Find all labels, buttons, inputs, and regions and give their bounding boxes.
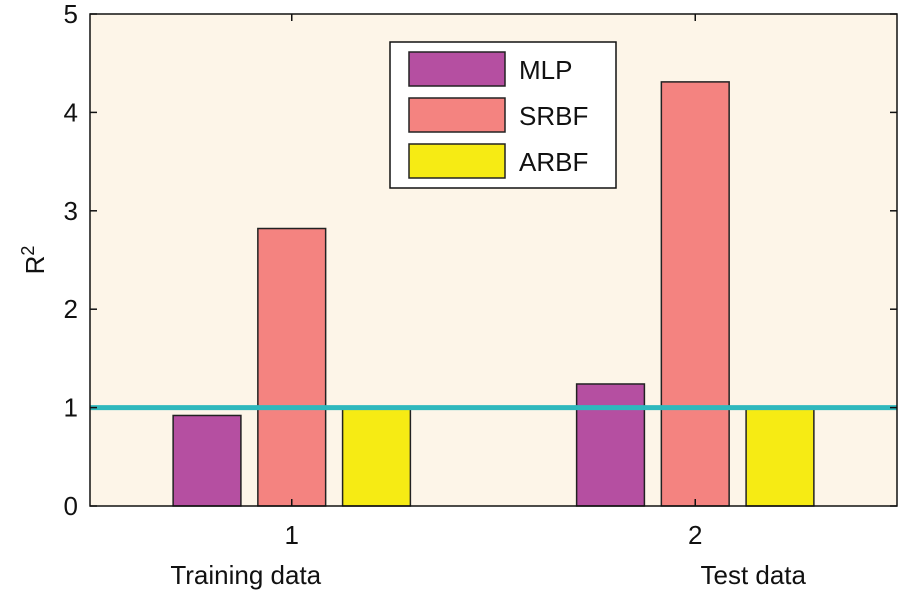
y-axis-label-base: R bbox=[20, 256, 50, 275]
axes-group bbox=[89, 13, 898, 507]
y-tick-label: 2 bbox=[64, 294, 78, 324]
legend-label-arbf: ARBF bbox=[519, 147, 588, 177]
legend: MLP SRBF ARBF bbox=[389, 41, 617, 189]
axes-box bbox=[89, 13, 898, 507]
y-axis-label-superscript: 2 bbox=[18, 246, 38, 256]
y-tick-label: 4 bbox=[64, 97, 78, 127]
category-label: Test data bbox=[700, 560, 806, 590]
legend-swatch-mlp bbox=[408, 51, 506, 87]
bar-arbf-2 bbox=[745, 406, 815, 507]
y-tick-label: 3 bbox=[64, 196, 78, 226]
y-tick-label: 0 bbox=[64, 491, 78, 521]
y-tick-label: 5 bbox=[64, 0, 78, 29]
bar-mlp-1 bbox=[172, 414, 242, 507]
bar-mlp-2 bbox=[575, 383, 646, 507]
legend-swatch-srbf bbox=[408, 97, 506, 133]
bar-arbf-1 bbox=[341, 406, 412, 507]
y-axis-label: R2 bbox=[18, 246, 50, 275]
legend-label-srbf: SRBF bbox=[519, 101, 588, 131]
legend-swatch-arbf bbox=[408, 143, 506, 179]
legend-label-mlp: MLP bbox=[519, 55, 572, 85]
x-tick-label: 2 bbox=[688, 520, 702, 550]
x-tick-label: 1 bbox=[285, 520, 299, 550]
bar-srbf-1 bbox=[257, 227, 327, 507]
ticks-group: 0 1 2 3 4 5 1 Training data 2 Test data bbox=[64, 0, 897, 590]
category-label: Training data bbox=[170, 560, 321, 590]
bar-srbf-2 bbox=[660, 81, 730, 507]
bars-group bbox=[172, 81, 815, 507]
y-tick-label: 1 bbox=[64, 393, 78, 423]
